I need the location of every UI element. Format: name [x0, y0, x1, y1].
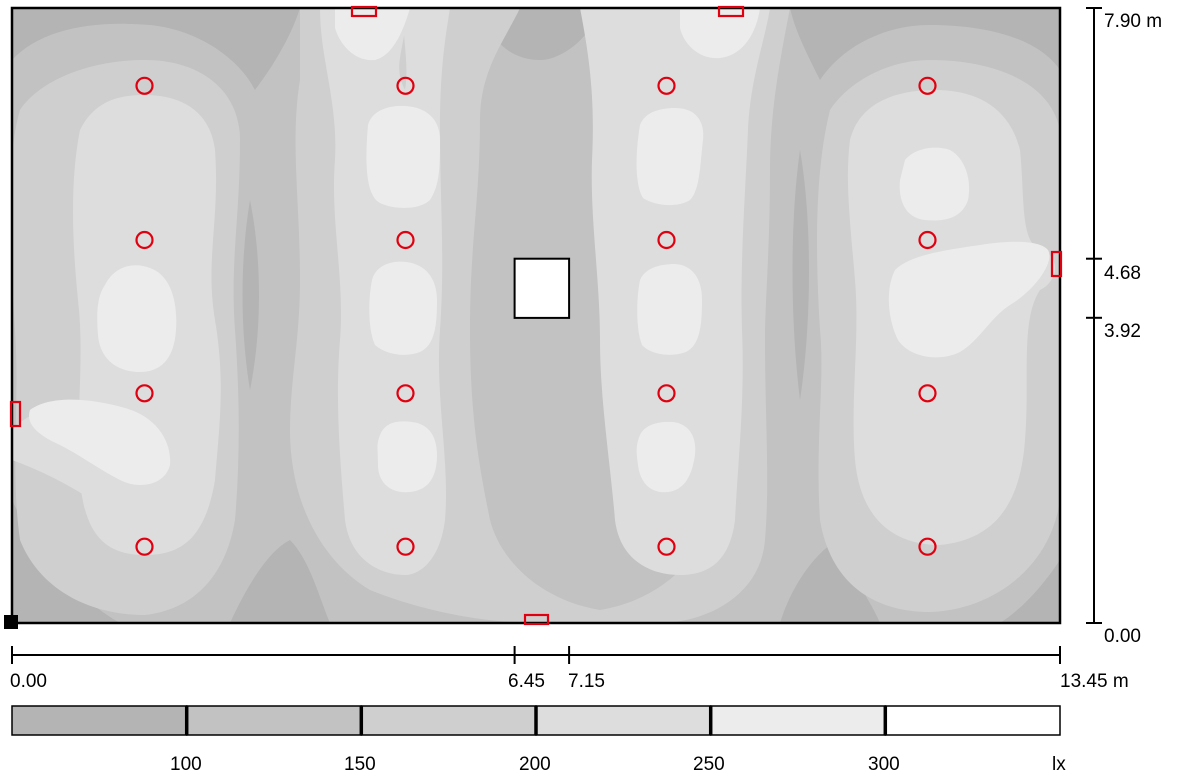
y-label-2: 4.68	[1104, 263, 1141, 284]
luminaire-0-3	[135, 76, 154, 95]
legend-band-4	[709, 705, 887, 736]
y-label-0: 0.00	[1104, 626, 1141, 647]
x-label-2: 7.15	[568, 671, 605, 692]
legend-threshold-300: 300	[868, 754, 900, 775]
luminaire-2-0	[657, 537, 676, 556]
window-top-right	[717, 5, 745, 18]
legend-band-0	[11, 705, 188, 736]
luminaire-2-1	[657, 384, 676, 403]
luminaire-3-0	[918, 537, 937, 556]
legend-band-5	[884, 705, 1061, 736]
isolux-contour-map	[12, 8, 1060, 623]
legend-band-2	[360, 705, 537, 736]
y-label-1: 3.92	[1104, 321, 1141, 342]
window-top-left	[350, 5, 378, 18]
x-label-3: 13.45 m	[1060, 671, 1129, 692]
legend-threshold-250: 250	[693, 754, 725, 775]
illuminance-legend	[11, 705, 1061, 736]
luminaire-0-0	[135, 537, 154, 556]
luminaire-2-3	[657, 76, 676, 95]
luminaire-3-3	[918, 76, 937, 95]
luminaire-0-1	[135, 384, 154, 403]
luminaire-1-0	[396, 537, 415, 556]
origin-marker	[4, 615, 18, 629]
x-label-1: 6.45	[508, 671, 545, 692]
column-obstacle	[513, 257, 571, 319]
y-label-3: 7.90 m	[1104, 11, 1163, 32]
luminaire-3-2	[918, 230, 937, 250]
legend-threshold-150: 150	[344, 754, 376, 775]
openings	[9, 5, 1063, 626]
luminaire-2-2	[657, 230, 676, 250]
door-bottom	[523, 613, 550, 626]
contour-band-lowest	[12, 8, 1060, 623]
luminaire-group	[135, 76, 937, 556]
legend-unit: lx	[1052, 754, 1066, 775]
x-label-0: 0.00	[10, 671, 47, 692]
luminaire-0-2	[135, 230, 154, 250]
luminaire-1-3	[396, 76, 415, 95]
window-left	[9, 400, 22, 428]
legend-band-1	[185, 705, 363, 736]
dimension-ticks	[11, 7, 1102, 664]
luminaire-3-1	[918, 384, 937, 403]
legend-band-3	[535, 705, 712, 736]
luminaire-1-2	[396, 230, 415, 250]
contour-band-above-300	[29, 8, 1050, 493]
legend-threshold-200: 200	[519, 754, 551, 775]
luminaire-1-1	[396, 384, 415, 403]
legend-threshold-100: 100	[170, 754, 202, 775]
window-right	[1050, 250, 1063, 278]
